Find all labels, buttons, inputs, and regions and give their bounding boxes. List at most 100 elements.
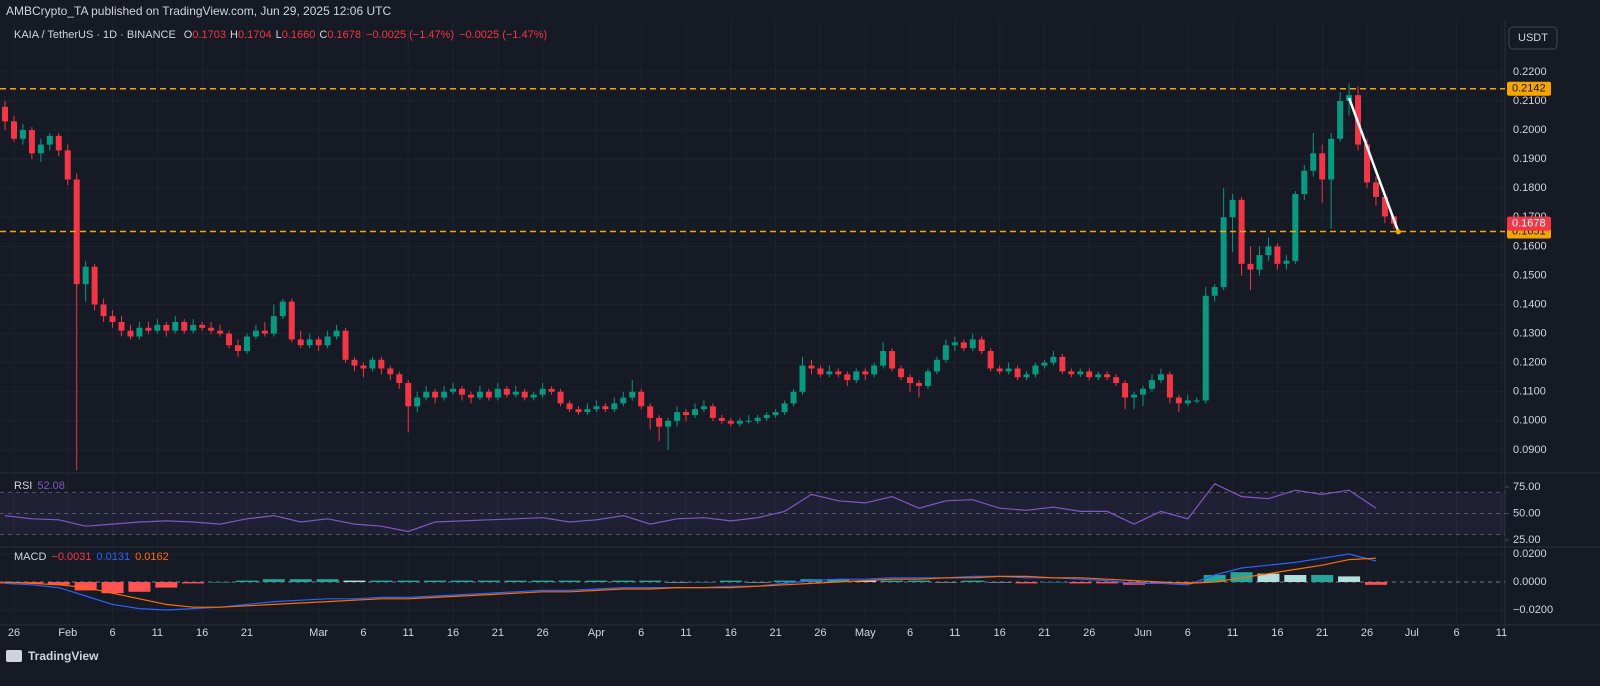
rsi-tick-label: 25.00 [1513,534,1541,546]
candle-body [736,420,743,424]
macd-histogram-bar [1096,582,1119,584]
candle-body [450,388,457,392]
candle-body [1337,100,1344,139]
candle-body [288,301,295,340]
macd-histogram-bar [934,582,957,583]
price-tag [1507,81,1551,96]
candle-body [638,391,645,407]
macd-histogram-bar [881,580,904,583]
macd-histogram-bar [639,580,662,583]
candle-body [665,420,672,427]
candle-body [1202,295,1209,401]
candle-body [494,388,501,398]
candle-body [1220,217,1227,288]
candle-body [754,417,761,421]
currency-label[interactable]: USDT [1518,32,1548,44]
candle-body [476,391,483,398]
candle-body [996,368,1003,372]
macd-tick-label: 0.0000 [1513,576,1547,588]
x-tick-label: 6 [638,627,644,639]
candle-body [306,339,313,346]
macd-histogram-bar [1149,582,1172,584]
x-tick-label: 11 [680,627,691,639]
candle-body [369,359,376,369]
macd-histogram-bar [101,582,124,594]
candle-body [1041,362,1048,366]
macd-tick-label: 0.0200 [1513,548,1547,560]
candle-body [73,179,80,285]
candle-body [1139,388,1146,395]
candle-body [530,394,537,398]
candle-body [82,266,89,285]
candle-body [91,266,98,305]
x-tick-label: 26 [8,627,20,639]
candle-body [727,420,734,424]
candle-body [1283,260,1290,264]
candle-body [342,330,349,360]
x-tick-label: 11 [1496,627,1507,639]
rsi-value: 52.08 [37,480,65,492]
candle-body [1364,144,1371,183]
candle-body [951,342,958,346]
x-tick-label: 16 [447,627,459,639]
x-tick-label: 11 [1227,627,1238,639]
candle-body [853,371,860,381]
candle-body [46,135,53,145]
candle-body [835,371,842,375]
candle-body [387,368,394,375]
candle-body [1301,170,1308,195]
candle-body [127,330,134,337]
rsi-tick-label: 50.00 [1513,507,1541,519]
candle-body [629,391,636,398]
candle-body [217,330,224,334]
candle-body [718,417,725,421]
candle-body [539,388,546,395]
x-tick-label: Apr [588,627,605,639]
ohlc-value: 0.1704 [238,29,272,41]
candle-body [790,391,797,404]
x-tick-label: 16 [725,627,737,639]
candle-body [234,345,241,352]
candle-body [942,345,949,360]
candle-body [1068,371,1075,375]
logo [6,650,22,662]
rsi-line [4,483,1377,533]
macd-histogram-bar [1015,582,1038,584]
macd-histogram-bar [773,580,796,583]
candle-body [933,359,940,372]
candle-body [593,406,600,410]
candle-body [1184,400,1191,404]
candle-body [602,406,609,410]
candle-body [691,409,698,416]
macd-histogram-bar [451,580,474,583]
candle-body [1328,138,1335,180]
footer-brand: TradingView [28,649,99,663]
candle-body [485,391,492,398]
candle-body [674,412,681,421]
candle-body [1229,199,1236,218]
macd-histogram-bar [74,582,97,591]
macd-legend-value: 0.0131 [96,551,130,563]
rsi-legend: RSI 52.08 [14,480,65,492]
candle-body [915,383,922,386]
x-tick-label: 6 [1454,627,1460,639]
candle-body [181,321,188,331]
currency-button[interactable] [1508,26,1558,50]
candle-body [898,368,905,378]
candle-body [109,316,116,322]
macd-histogram-bar [692,582,715,583]
candle-body [1193,400,1200,402]
macd-histogram-bar [719,580,742,583]
x-tick-label: Mar [309,627,328,639]
macd-histogram-bar [1338,576,1361,583]
candle-body [1023,374,1030,378]
candle-body [324,336,331,346]
candle-body [378,359,385,369]
macd-histogram-bar [585,580,608,583]
x-tick-label: 26 [537,627,549,639]
candle-body [441,391,448,398]
macd-histogram-bar [1069,582,1092,584]
macd-histogram-bar [504,580,527,583]
macd-histogram-bar [20,582,43,584]
